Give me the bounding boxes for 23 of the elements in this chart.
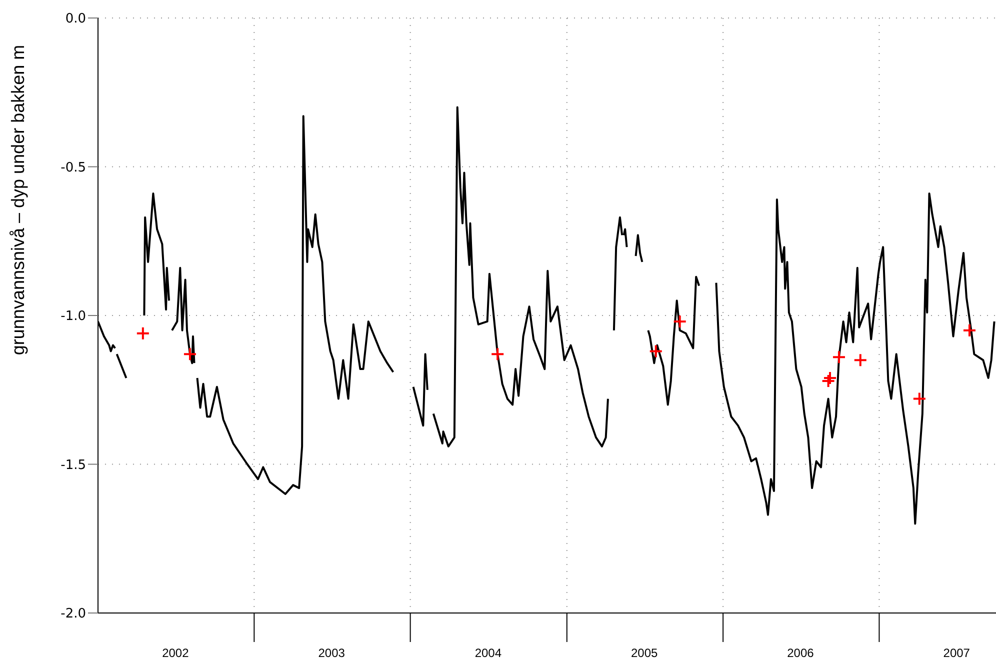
y-axis-title: grunnvannsnivå – dyp under bakken m [8, 44, 28, 356]
point [672, 314, 687, 328]
point [912, 392, 926, 406]
x-tick-label: 2006 [787, 646, 814, 660]
y-tick-label: -0.5 [60, 160, 86, 176]
x-tick-label: 2007 [943, 646, 970, 660]
point [136, 326, 150, 340]
y-tick-label: -1.5 [60, 458, 86, 473]
point [648, 344, 663, 358]
x-tick-label: 2003 [318, 646, 346, 660]
point [832, 350, 846, 364]
point [962, 323, 976, 338]
x-tick-label: 2004 [474, 646, 502, 660]
point [823, 370, 838, 385]
y-tick-label: -2.0 [60, 606, 86, 622]
x-tick-label: 2002 [162, 646, 190, 660]
point [490, 347, 505, 362]
point [182, 347, 197, 362]
point [853, 353, 868, 368]
x-tick-label: 2005 [630, 646, 658, 660]
y-tick-label: -1.0 [60, 309, 86, 324]
y-tick-label: 0.0 [65, 12, 86, 27]
point [821, 374, 836, 388]
